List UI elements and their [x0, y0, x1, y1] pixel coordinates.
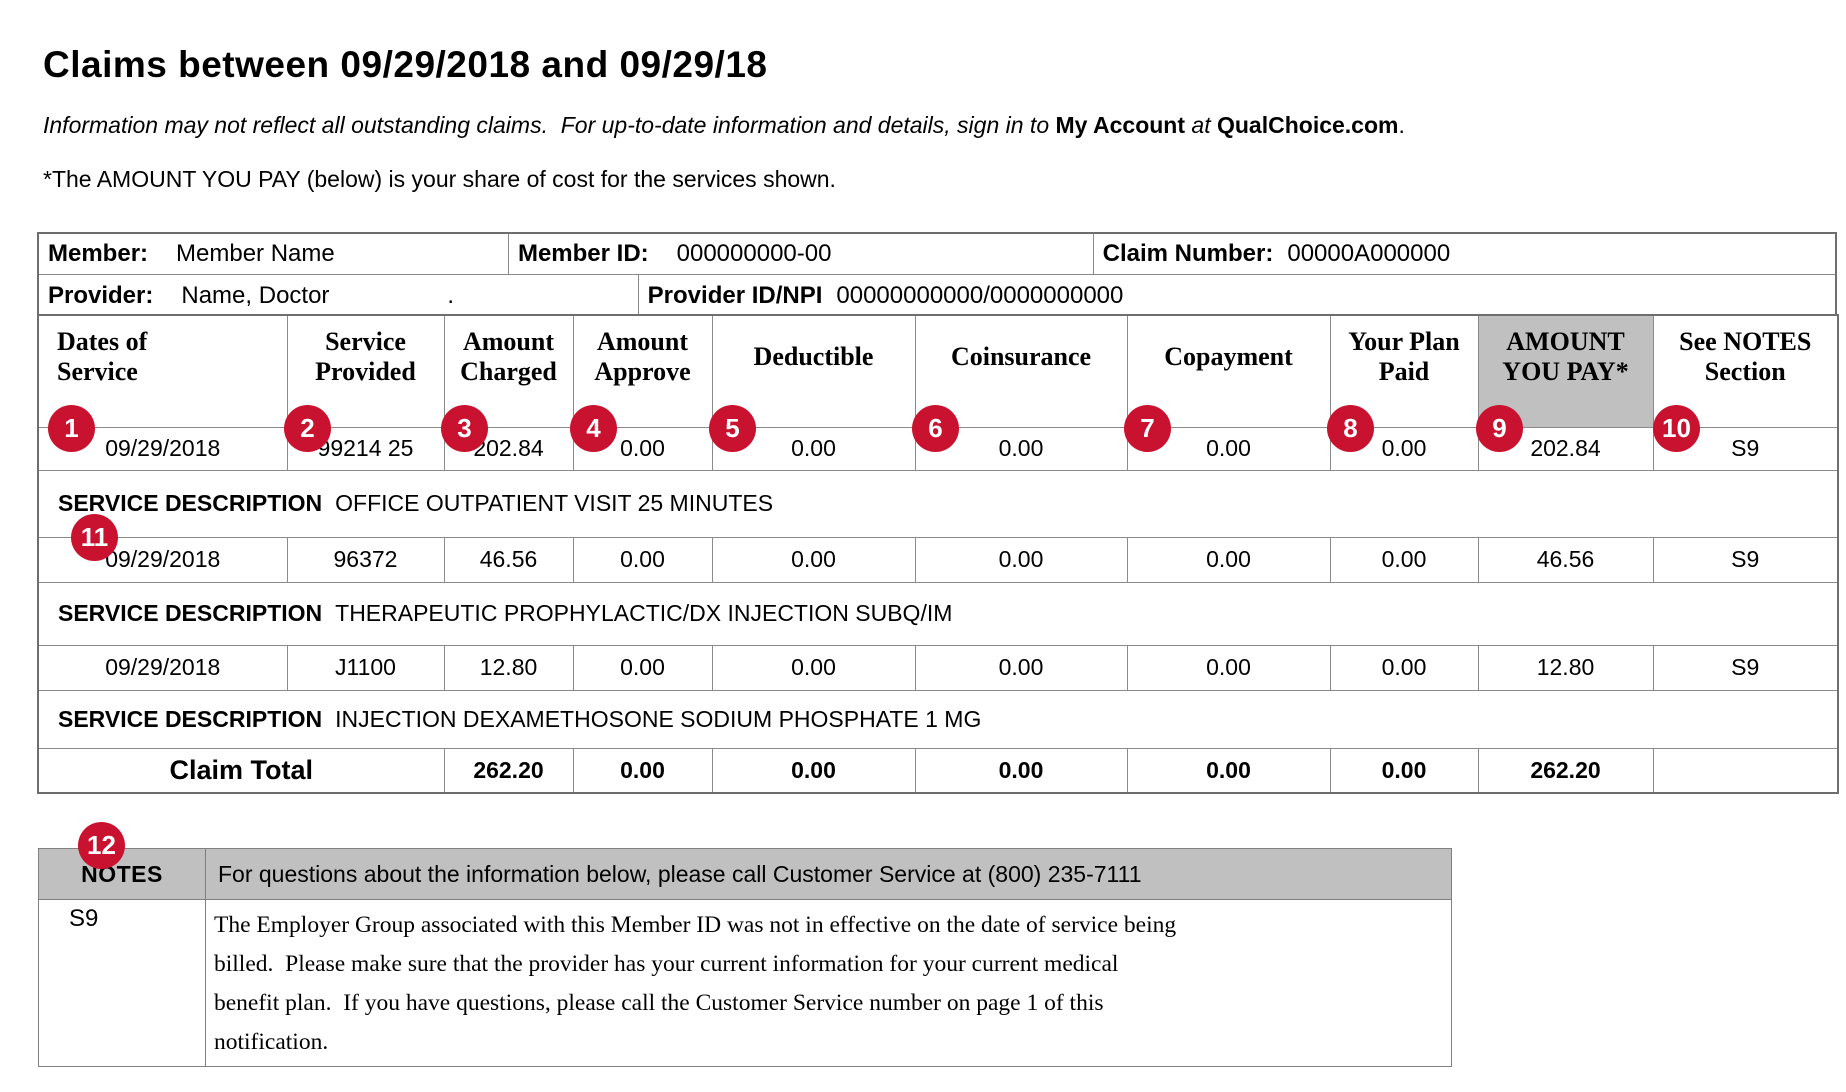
claim-total-row: Claim Total 262.20 0.00 0.00 0.00 0.00 0…	[37, 747, 1839, 794]
annotation-marker-9: 9	[1476, 405, 1523, 452]
annotation-marker-12: 12	[78, 822, 125, 869]
notes-header-label: NOTES	[39, 849, 206, 899]
claim-row-3: 09/29/2018 J1100 12.80 0.00 0.00 0.00 0.…	[37, 644, 1839, 691]
cell-date: 09/29/2018	[37, 644, 288, 691]
claim-number-value: 00000A000000	[1287, 240, 1451, 267]
total-notes-empty	[1652, 747, 1839, 794]
claim-number-label: Claim Number:	[1102, 240, 1274, 267]
cell-deductible: 0.00	[711, 536, 916, 583]
annotation-marker-10: 10	[1653, 405, 1700, 452]
cell-notes-code: S9	[1652, 644, 1839, 691]
provider-id-value: 00000000000/0000000000	[836, 281, 1124, 309]
service-description-text: OFFICE OUTPATIENT VISIT 25 MINUTES	[335, 490, 774, 516]
annotation-marker-4: 4	[570, 405, 617, 452]
cell-deductible: 0.00	[711, 644, 916, 691]
notes-body-row: S9 The Employer Group associated with th…	[39, 900, 1451, 1066]
notes-header-row: NOTES For questions about the informatio…	[39, 849, 1451, 900]
cell-service-code: J1100	[286, 644, 445, 691]
total-plan-paid: 0.00	[1329, 747, 1479, 794]
cell-service-code: 96372	[286, 536, 445, 583]
member-label: Member:	[48, 240, 149, 267]
col-header-your-plan-paid: Your Plan Paid	[1329, 314, 1479, 428]
member-row: Member: Member Name Member ID: 000000000…	[39, 234, 1835, 275]
cell-you-pay: 46.56	[1477, 536, 1654, 583]
member-info-table: Member: Member Name Member ID: 000000000…	[37, 232, 1837, 318]
service-description-text: THERAPEUTIC PROPHYLACTIC/DX INJECTION SU…	[335, 600, 953, 626]
page-title: Claims between 09/29/2018 and 09/29/18	[43, 44, 768, 85]
service-description-cell: SERVICE DESCRIPTION OFFICE OUTPATIENT VIS…	[37, 469, 1839, 538]
stray-period: .	[447, 281, 455, 309]
provider-row: Provider: Name, Doctor . Provider ID/NPI…	[39, 275, 1835, 316]
note-text-line: notification.	[214, 1029, 329, 1055]
member-id-cell: Member ID: 000000000-00	[507, 234, 1093, 274]
annotation-marker-2: 2	[284, 405, 331, 452]
cell-amount-charged: 12.80	[443, 644, 574, 691]
member-cell: Member: Member Name	[39, 234, 508, 274]
claim-row-1: 09/29/2018 99214 25 202.84 0.00 0.00 0.0…	[37, 426, 1839, 471]
provider-label: Provider:	[48, 281, 154, 309]
member-id-label: Member ID:	[517, 240, 649, 267]
service-description-label: SERVICE DESCRIPTION	[58, 490, 323, 516]
cell-plan-paid: 0.00	[1329, 536, 1479, 583]
note-text-line: benefit plan. If you have questions, ple…	[214, 990, 1104, 1016]
provider-id-label: Provider ID/NPI	[647, 281, 823, 309]
cell-coinsurance: 0.00	[914, 536, 1128, 583]
col-header-coinsurance: Coinsurance	[914, 314, 1128, 428]
my-account-text: My Account	[1055, 112, 1186, 138]
annotation-marker-6: 6	[912, 405, 959, 452]
cell-copayment: 0.00	[1126, 536, 1331, 583]
service-description-row-3: SERVICE DESCRIPTION INJECTION DEXAMETHOSO…	[37, 689, 1839, 749]
member-id-value: 000000000-00	[676, 240, 832, 267]
claim-number-cell: Claim Number: 00000A000000	[1092, 234, 1835, 274]
service-description-cell: SERVICE DESCRIPTION THERAPEUTIC PROPHYLAC…	[37, 581, 1839, 646]
cell-notes-code: S9	[1652, 536, 1839, 583]
note-text-line: billed. Please make sure that the provid…	[214, 951, 1119, 977]
total-copayment: 0.00	[1126, 747, 1331, 794]
cell-amount-approved: 0.00	[572, 644, 713, 691]
member-name-value: Member Name	[176, 240, 335, 267]
cell-plan-paid: 0.00	[1329, 644, 1479, 691]
annotation-marker-8: 8	[1327, 405, 1374, 452]
cell-coinsurance: 0.00	[914, 644, 1128, 691]
note-code: S9	[39, 900, 206, 1066]
intro-text: Information may not reflect all outstand…	[43, 112, 1056, 138]
cell-amount-charged: 46.56	[443, 536, 574, 583]
intro-period: .	[1398, 112, 1405, 138]
cell-copayment: 0.00	[1126, 644, 1331, 691]
annotation-marker-7: 7	[1124, 405, 1171, 452]
service-description-label: SERVICE DESCRIPTION	[58, 705, 323, 732]
note-text: The Employer Group associated with this …	[206, 900, 1451, 1066]
service-description-row-1: SERVICE DESCRIPTION OFFICE OUTPATIENT VIS…	[37, 469, 1839, 538]
intro-line: Information may not reflect all outstand…	[43, 112, 1405, 139]
service-description-text: INJECTION DEXAMETHOSONE SODIUM PHOSPHATE…	[335, 705, 982, 732]
service-description-cell: SERVICE DESCRIPTION INJECTION DEXAMETHOSO…	[37, 689, 1839, 749]
service-description-row-2: SERVICE DESCRIPTION THERAPEUTIC PROPHYLAC…	[37, 581, 1839, 646]
total-deductible: 0.00	[711, 747, 916, 794]
cell-amount-approved: 0.00	[572, 536, 713, 583]
cell-you-pay: 12.80	[1477, 644, 1654, 691]
amount-you-pay-footnote: *The AMOUNT YOU PAY (below) is your shar…	[43, 166, 836, 192]
claim-total-label: Claim Total	[37, 747, 445, 794]
notes-header-text: For questions about the information belo…	[218, 860, 1142, 887]
service-description-label: SERVICE DESCRIPTION	[58, 600, 323, 626]
total-amount-charged: 262.20	[443, 747, 574, 794]
intro-at: at	[1185, 112, 1217, 138]
qualchoice-site-text: QualChoice.com	[1216, 112, 1399, 138]
total-coinsurance: 0.00	[914, 747, 1128, 794]
total-amount-approved: 0.00	[572, 747, 713, 794]
notes-table: NOTES For questions about the informatio…	[38, 848, 1452, 1067]
annotation-marker-11: 11	[71, 514, 118, 561]
total-you-pay: 262.20	[1477, 747, 1654, 794]
provider-id-cell: Provider ID/NPI 00000000000/0000000000	[637, 275, 1835, 316]
annotation-marker-5: 5	[709, 405, 756, 452]
annotation-marker-1: 1	[48, 405, 95, 452]
claim-row-2: 09/29/2018 96372 46.56 0.00 0.00 0.00 0.…	[37, 536, 1839, 583]
note-text-line: The Employer Group associated with this …	[214, 912, 1177, 938]
annotation-marker-3: 3	[441, 405, 488, 452]
claims-table: Dates of Service Service Provided Amount…	[37, 314, 1839, 794]
provider-cell: Provider: Name, Doctor .	[39, 275, 638, 316]
provider-name-value: Name, Doctor	[181, 281, 330, 309]
